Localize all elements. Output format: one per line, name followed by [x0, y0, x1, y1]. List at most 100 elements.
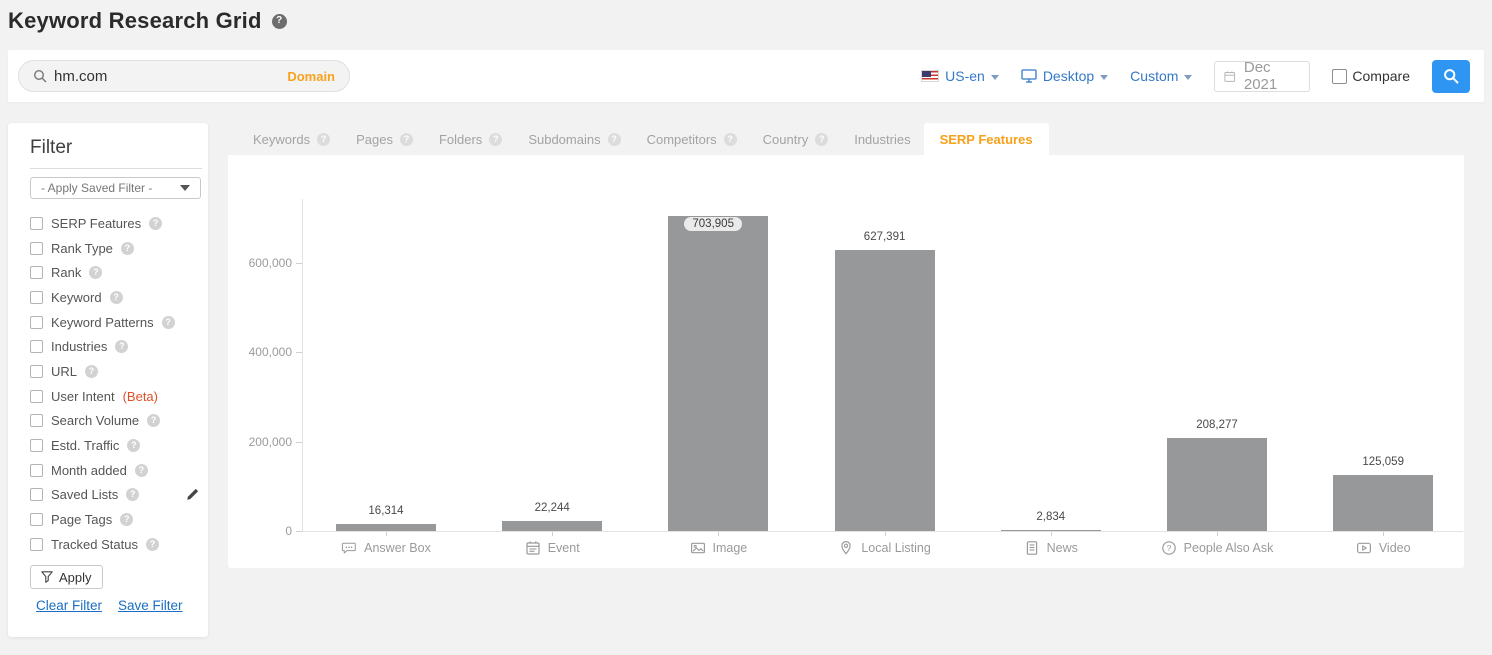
tab-country[interactable]: Country?	[750, 123, 842, 155]
bar-local-listing[interactable]	[834, 250, 935, 531]
filter-checkbox-estd-traffic[interactable]	[30, 439, 43, 453]
chevron-down-icon	[990, 74, 999, 80]
filter-checkbox-user-intent[interactable]	[30, 389, 43, 403]
filter-row-url: URL?	[30, 359, 201, 384]
x-category-local-listing: Local Listing	[805, 540, 965, 556]
filter-checkbox-rank[interactable]	[30, 266, 43, 280]
help-icon[interactable]: ?	[109, 290, 123, 304]
apply-filter-button[interactable]: Apply	[30, 565, 103, 589]
page-title-help-icon[interactable]: ?	[271, 13, 287, 29]
help-icon[interactable]: ?	[145, 537, 159, 551]
language-label: US-en	[945, 68, 985, 84]
search-input[interactable]	[54, 67, 281, 85]
x-axis-tick	[884, 532, 886, 536]
filter-checkbox-url[interactable]	[30, 364, 43, 378]
filter-row-keyword: Keyword?	[30, 285, 201, 310]
answer-box-icon	[342, 542, 356, 554]
save-filter-link[interactable]: Save Filter	[118, 598, 183, 613]
tab-folders[interactable]: Folders?	[426, 123, 515, 155]
bar-video[interactable]	[1333, 475, 1434, 531]
help-icon[interactable]: ?	[126, 488, 140, 502]
help-icon[interactable]: ?	[723, 132, 737, 146]
tab-label: SERP Features	[939, 131, 1033, 147]
filter-checkbox-serp-features[interactable]	[30, 216, 43, 230]
x-axis-tick	[1217, 532, 1218, 536]
help-icon[interactable]: ?	[89, 266, 103, 280]
filter-row-month-added: Month added?	[30, 458, 201, 483]
bar-image[interactable]	[668, 216, 769, 531]
funnel-icon	[41, 571, 53, 583]
help-icon[interactable]: ?	[317, 132, 331, 146]
filter-checkbox-tracked-status[interactable]	[30, 537, 43, 551]
filter-checkbox-search-volume[interactable]	[30, 414, 43, 428]
period-selector[interactable]: Custom	[1130, 68, 1193, 84]
date-picker[interactable]: Dec 2021	[1214, 59, 1311, 93]
filter-checkbox-keyword-patterns[interactable]	[30, 315, 43, 329]
help-icon[interactable]: ?	[161, 315, 175, 329]
tab-label: Pages	[356, 131, 393, 147]
filter-checkbox-keyword[interactable]	[30, 290, 43, 304]
filter-label: Keyword	[51, 289, 102, 305]
tab-keywords[interactable]: Keywords?	[240, 123, 343, 155]
news-icon	[1026, 541, 1037, 555]
compare-toggle[interactable]: Compare	[1332, 68, 1410, 84]
help-icon[interactable]: ?	[489, 132, 503, 146]
help-icon[interactable]: ?	[399, 132, 413, 146]
tab-serp-features[interactable]: SERP Features	[923, 123, 1049, 155]
help-icon[interactable]: ?	[815, 132, 829, 146]
search-button[interactable]	[1432, 59, 1470, 93]
help-icon[interactable]: ?	[120, 513, 134, 527]
tab-competitors[interactable]: Competitors?	[634, 123, 750, 155]
tab-pages[interactable]: Pages?	[343, 123, 426, 155]
help-icon[interactable]: ?	[149, 216, 163, 230]
filter-checkbox-rank-type[interactable]	[30, 241, 43, 255]
x-category-answer-box: Answer Box	[306, 540, 466, 556]
bar-value-video: 125,059	[1362, 456, 1404, 469]
us-flag-icon	[921, 70, 940, 82]
filter-checkbox-page-tags[interactable]	[30, 513, 43, 527]
device-selector[interactable]: Desktop	[1021, 68, 1109, 84]
filter-row-estd-traffic: Estd. Traffic?	[30, 433, 201, 458]
tab-industries[interactable]: Industries	[841, 123, 923, 155]
domain-search-box[interactable]: Domain	[18, 60, 350, 92]
search-type-label: Domain	[287, 68, 335, 84]
x-axis-tick	[386, 532, 387, 536]
y-axis-tick-label: 400,000	[248, 345, 292, 359]
bar-answer-box[interactable]	[336, 523, 436, 531]
saved-filter-select[interactable]: - Apply Saved Filter -	[30, 177, 201, 199]
x-category-people-also-ask: ? People Also Ask	[1137, 540, 1297, 556]
filter-checkbox-saved-lists[interactable]	[30, 488, 43, 502]
search-icon	[1444, 69, 1459, 84]
tab-subdomains[interactable]: Subdomains?	[515, 123, 633, 155]
clear-filter-link[interactable]: Clear Filter	[36, 598, 103, 613]
serp-features-chart-panel: 0 200,000 400,000 600,000 16,314 Answer Box 2…	[228, 155, 1464, 568]
event-icon	[526, 541, 540, 555]
help-icon[interactable]: ?	[147, 414, 161, 428]
help-icon[interactable]: ?	[85, 364, 99, 378]
compare-checkbox[interactable]	[1332, 68, 1348, 84]
tab-label: Keywords	[253, 131, 311, 147]
x-category-video: Video	[1303, 540, 1463, 556]
y-axis-tick	[296, 441, 302, 443]
bar-people-also-ask[interactable]	[1167, 437, 1267, 531]
bar-chart: 0 200,000 400,000 600,000 16,314 Answer Box 2…	[228, 155, 1464, 568]
filter-label: Search Volume	[51, 413, 140, 429]
filter-sidebar: Filter - Apply Saved Filter - SERP Featu…	[8, 123, 208, 637]
help-icon[interactable]: ?	[134, 463, 148, 477]
bar-news[interactable]	[1000, 529, 1101, 531]
filter-checkbox-month-added[interactable]	[30, 463, 43, 477]
x-axis-tick	[1383, 532, 1385, 536]
help-icon[interactable]: ?	[115, 340, 129, 354]
divider	[30, 168, 202, 169]
device-label: Desktop	[1042, 68, 1095, 84]
bar-value-answer-box: 16,314	[368, 504, 404, 517]
video-icon	[1356, 542, 1371, 554]
bar-event[interactable]	[502, 521, 603, 531]
page-header: Keyword Research Grid ?	[8, 8, 287, 34]
filter-checkbox-industries[interactable]	[30, 340, 43, 354]
help-icon[interactable]: ?	[607, 132, 621, 146]
help-icon[interactable]: ?	[120, 241, 134, 255]
language-selector[interactable]: US-en	[921, 68, 999, 84]
help-icon[interactable]: ?	[127, 439, 141, 453]
edit-pencil-icon[interactable]	[186, 488, 199, 506]
